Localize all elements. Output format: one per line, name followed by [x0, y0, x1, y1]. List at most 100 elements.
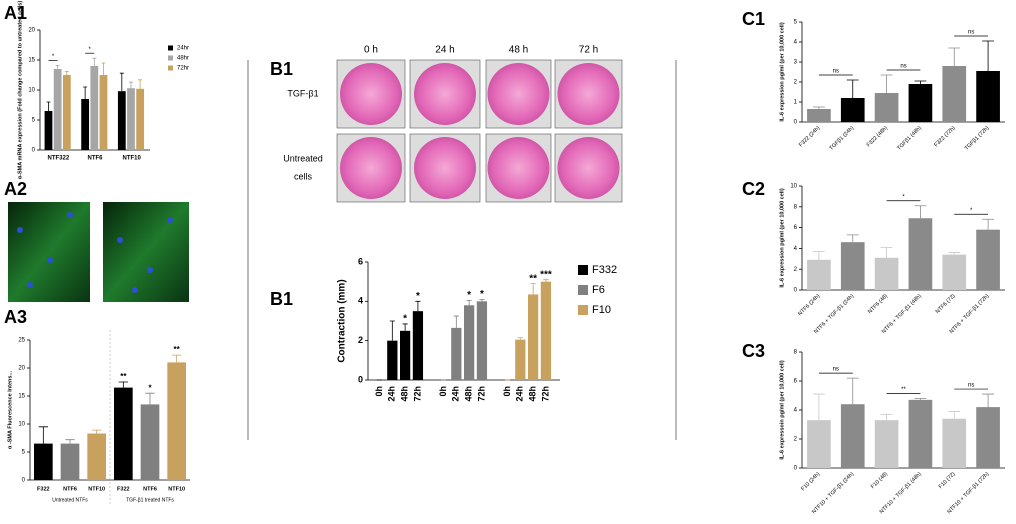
significance-label: *: [148, 383, 152, 392]
x-tick-label: 48h: [463, 386, 473, 402]
nucleus: [27, 282, 33, 288]
error-bar: [812, 106, 825, 109]
y-axis-label: IL-6 expression pg/ml (per 10,000 cell): [779, 22, 785, 122]
column-label: 72 h: [579, 45, 598, 56]
significance-label: *: [467, 290, 471, 301]
x-tick-label: NTF6: [88, 156, 104, 162]
legend-swatch: [578, 305, 588, 315]
panel-label: B1: [270, 59, 293, 79]
y-axis-label: α-SMA mRNA expression (Fold change compa…: [17, 1, 23, 180]
bar: [976, 71, 1000, 122]
row-label: Untreated: [283, 153, 323, 163]
significance-label: ns: [900, 64, 906, 70]
x-tick-label: F322: [37, 486, 50, 492]
nucleus: [147, 267, 153, 273]
error-bar: [530, 283, 536, 295]
error-bar: [119, 72, 124, 92]
bar: [53, 69, 62, 150]
x-tick-label: F10 (24h): [800, 471, 821, 492]
significance-label: ns: [968, 30, 974, 36]
bar: [90, 66, 99, 150]
significance-label: *: [480, 289, 484, 300]
bar: [87, 433, 106, 480]
legend-swatch: [168, 65, 173, 71]
significance-label: *: [416, 291, 420, 302]
bar: [874, 257, 899, 290]
error-bar: [543, 279, 549, 282]
bar: [127, 88, 135, 150]
bar: [807, 420, 831, 468]
error-bar: [64, 71, 69, 75]
column-label: 48 h: [509, 45, 528, 56]
group-label: TGF-β1 treated NTFs: [126, 497, 174, 503]
error-bar: [138, 79, 143, 89]
error-bar: [914, 398, 927, 400]
error-bar: [948, 47, 961, 66]
error-bar: [812, 393, 825, 421]
y-axis-label: α -SMA Fluorescence Intens...: [7, 371, 13, 450]
panel-label: C1: [742, 9, 765, 29]
y-axis-label: Contraction (mm): [337, 279, 348, 362]
y-tick-label: 5: [22, 450, 26, 456]
legend-label: 48hr: [177, 56, 189, 62]
error-bar: [466, 299, 472, 306]
x-tick-label: NTF6 + TGF-β1 (24h): [813, 293, 855, 335]
x-tick-label: NTF10: [88, 486, 105, 492]
x-tick-label: TGFβ1 (24h): [829, 125, 856, 152]
dish: [487, 63, 550, 125]
error-bar: [846, 79, 859, 98]
error-bar: [92, 57, 97, 66]
significance-label: ***: [540, 269, 552, 280]
bar: [540, 281, 552, 380]
micrograph: [8, 202, 90, 302]
nucleus: [17, 227, 23, 233]
error-bar: [402, 323, 408, 331]
y-tick-label: 4: [794, 40, 798, 46]
x-tick-label: 48h: [399, 386, 409, 402]
x-tick-label: NTF6 (48): [867, 293, 889, 315]
error-bar: [880, 74, 893, 93]
significance-label: ns: [833, 367, 839, 373]
bar: [874, 93, 899, 122]
x-tick-label: NTF6: [63, 486, 77, 492]
dish: [557, 137, 620, 199]
bar: [840, 242, 865, 290]
x-tick-label: F322 (72h): [933, 125, 956, 148]
error-bar: [846, 377, 859, 405]
panel-label: C2: [742, 179, 765, 199]
significance-label: ns: [833, 69, 839, 75]
bar: [34, 443, 53, 480]
significance-label: **: [174, 345, 181, 354]
y-tick-label: 15: [28, 58, 35, 64]
column-label: 24 h: [435, 45, 454, 56]
significance-label: *: [89, 47, 92, 53]
nucleus: [47, 257, 53, 263]
y-tick-label: 0: [32, 148, 36, 154]
x-tick-label: NTF6: [143, 486, 157, 492]
group-label: Untreated NTFs: [52, 497, 88, 503]
error-bar: [914, 205, 927, 219]
y-tick-label: 0: [22, 478, 26, 484]
y-tick-label: 0: [794, 466, 798, 472]
error-bar: [982, 218, 995, 230]
y-tick-label: 8: [794, 350, 798, 356]
error-bar: [118, 381, 128, 388]
bar: [167, 362, 186, 480]
panel-label: C3: [742, 341, 765, 361]
x-tick-label: TGFβ1 (48h): [896, 125, 923, 152]
error-bar: [101, 62, 106, 75]
y-tick-label: 3: [794, 60, 798, 66]
dish: [487, 137, 550, 199]
bar: [976, 407, 1000, 468]
y-tick-label: 0: [794, 288, 798, 294]
legend-label: F6: [592, 284, 605, 296]
bar: [976, 229, 1000, 290]
row-label: TGF-β1: [287, 88, 318, 98]
y-tick-label: 25: [18, 338, 25, 344]
dish: [340, 63, 402, 125]
bar: [412, 311, 424, 380]
significance-label: *: [403, 314, 407, 325]
significance-label: **: [529, 273, 537, 284]
x-tick-label: NTF6 (24h): [797, 293, 821, 317]
y-tick-label: 10: [18, 422, 25, 428]
